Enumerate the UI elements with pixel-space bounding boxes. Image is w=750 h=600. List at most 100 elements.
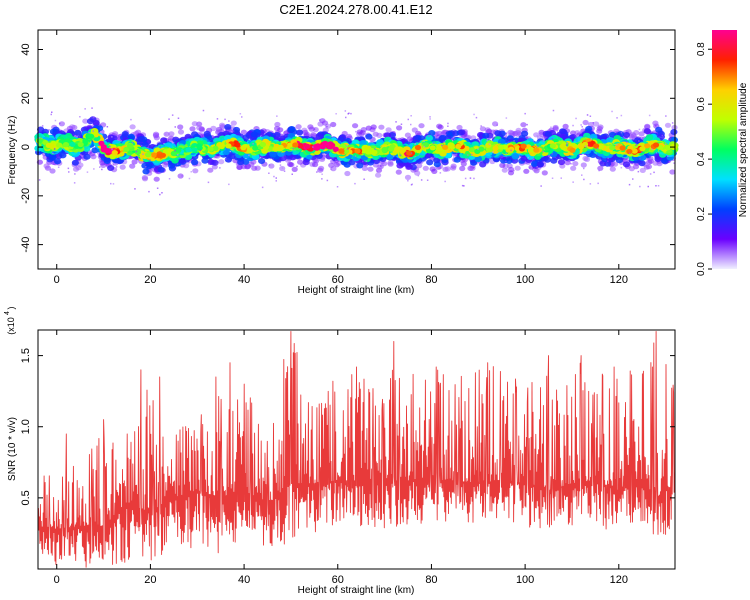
spectrogram-speckle: [281, 167, 284, 169]
spectrogram-cell: [71, 124, 78, 131]
spectrogram-speckle: [366, 126, 369, 128]
spectrogram-speckle: [208, 163, 210, 165]
spectrogram-cell: [338, 148, 345, 154]
spectrogram-speckle: [355, 130, 357, 133]
spectrogram-cell: [240, 129, 247, 135]
spectrogram-cell: [587, 121, 595, 128]
spectrogram-speckle: [452, 167, 454, 169]
spectrogram-speckle: [551, 153, 554, 155]
spectrogram-cell: [404, 174, 412, 180]
spectrogram-cell: [372, 131, 379, 137]
spectrogram-cell: [559, 143, 566, 149]
spectrogram-speckle: [441, 144, 443, 147]
spectrogram-cell: [378, 124, 385, 130]
spectrogram-cell: [520, 155, 528, 162]
spectrogram-speckle: [655, 185, 657, 187]
spectrogram-speckle: [407, 118, 409, 121]
spectrogram-cell: [433, 157, 441, 164]
spectrogram-speckle: [251, 162, 254, 164]
spectrogram-cell: [670, 129, 678, 135]
spectrogram-cell: [203, 130, 211, 137]
spectrogram-speckle: [590, 138, 592, 140]
spectrogram-speckle: [312, 146, 314, 148]
spectrogram-cell: [520, 143, 527, 149]
spectrogram-speckle: [84, 108, 86, 110]
spectrogram-speckle: [347, 113, 349, 115]
spectrogram-x-tick-label: 60: [332, 274, 344, 286]
spectrogram-cell: [272, 146, 279, 152]
spectrogram-speckle: [556, 130, 559, 132]
spectrogram-cell: [418, 123, 425, 129]
spectrogram-cell: [639, 167, 646, 173]
spectrogram-speckle: [586, 114, 589, 116]
spectrogram-speckle: [363, 178, 365, 180]
spectrogram-cell: [474, 155, 483, 163]
spectrogram-cell: [218, 159, 225, 165]
spectrogram-speckle: [420, 179, 423, 181]
spectrogram-speckle: [148, 190, 150, 193]
spectrogram-speckle: [228, 183, 230, 186]
spectrogram-cell: [90, 154, 97, 160]
spectrogram-cell: [447, 143, 454, 149]
spectrogram-cell: [225, 143, 232, 149]
spectrogram-speckle: [473, 177, 475, 180]
spectrogram-cell: [505, 157, 513, 164]
spectrogram-speckle: [537, 145, 539, 147]
spectrogram-speckle: [279, 164, 282, 166]
spectrogram-cell: [543, 156, 552, 163]
spectrogram-cell: [652, 142, 660, 148]
spectrogram-cell: [288, 126, 296, 132]
spectrogram-cell: [314, 144, 321, 150]
spectrogram-speckle: [467, 154, 469, 156]
spectrogram-speckle: [67, 167, 70, 170]
spectrogram-speckle: [174, 126, 176, 128]
spectrogram-speckle: [168, 178, 171, 180]
spectrogram-cell: [315, 132, 323, 139]
spectrogram-speckle: [202, 109, 205, 112]
spectrogram-speckle: [241, 116, 243, 118]
spectrogram-cell: [191, 147, 198, 153]
spectrogram-speckle: [566, 142, 568, 144]
spectrogram-speckle: [389, 162, 392, 164]
spectrogram-speckle: [188, 162, 190, 164]
spectrogram-speckle: [560, 177, 562, 179]
spectrogram-speckle: [623, 157, 626, 159]
spectrogram-cell: [307, 124, 314, 130]
spectrogram-speckle: [159, 145, 161, 148]
spectrogram-cell: [352, 123, 359, 129]
spectrogram-speckle: [273, 175, 275, 178]
spectrogram-speckle: [542, 150, 545, 153]
spectrogram-cell: [468, 147, 476, 153]
spectrogram-cell: [437, 145, 444, 152]
spectrogram-speckle: [52, 152, 54, 154]
spectrogram-cell: [428, 130, 436, 136]
spectrogram-cell: [396, 125, 403, 131]
spectrogram-speckle: [667, 155, 669, 157]
spectrogram-speckle: [291, 173, 293, 175]
spectrogram-speckle: [345, 116, 347, 119]
spectrogram-speckle: [550, 126, 552, 128]
spectrogram-speckle: [536, 166, 538, 168]
spectrogram-cell: [329, 142, 336, 148]
spectrogram-cell: [511, 153, 520, 160]
spectrogram-speckle: [283, 170, 286, 172]
spectrogram-speckle: [38, 179, 41, 181]
spectrogram-cell: [297, 159, 304, 165]
spectrogram-frame: [37, 29, 676, 270]
spectrogram-cell: [142, 168, 150, 175]
spectrogram-speckle: [657, 185, 660, 187]
spectrogram-speckle: [354, 155, 357, 157]
spectrogram-cell: [224, 156, 232, 163]
spectrogram-speckle: [326, 125, 328, 128]
spectrogram-cell: [354, 148, 361, 154]
spectrogram-cell: [37, 126, 45, 133]
spectrogram-speckle: [461, 184, 464, 187]
spectrogram-speckle: [79, 116, 81, 118]
spectrogram-speckle: [59, 122, 61, 125]
spectrogram-speckle: [38, 137, 41, 139]
spectrogram-cell: [494, 130, 502, 137]
spectrogram-cell: [521, 130, 529, 137]
spectrogram-cell: [104, 147, 111, 153]
spectrogram-speckle: [93, 116, 95, 118]
